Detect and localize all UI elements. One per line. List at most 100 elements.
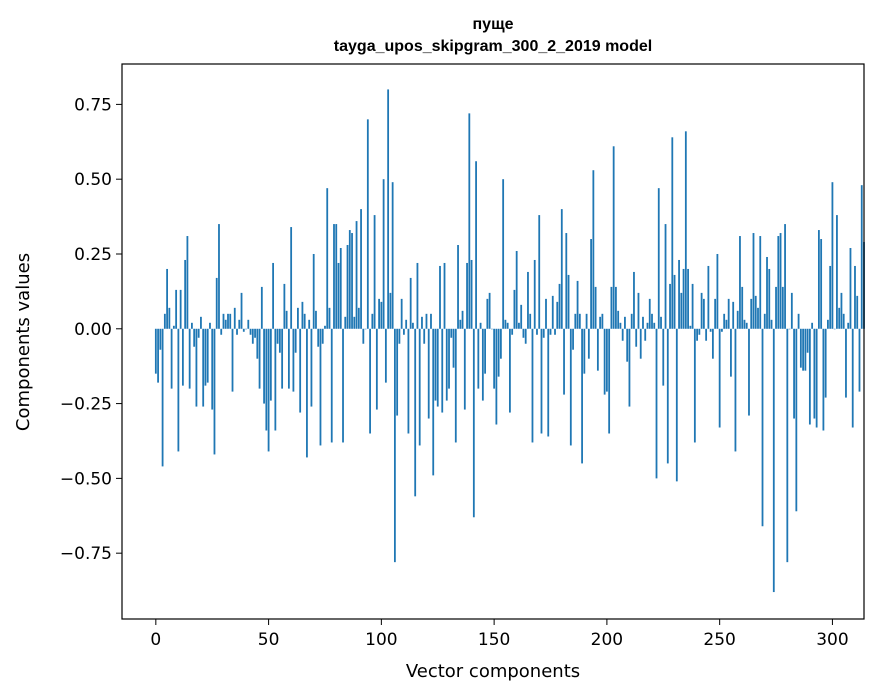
bar-229: [671, 137, 674, 329]
bar-93: [364, 328, 367, 330]
bar-302: [836, 215, 838, 329]
bar-303: [838, 307, 841, 329]
bar-138: [466, 262, 468, 329]
bar-239: [693, 328, 696, 443]
bar-221: [653, 322, 656, 329]
bar-256: [732, 301, 735, 329]
bar-186: [574, 313, 577, 329]
bar-244: [705, 328, 708, 341]
bar-232: [678, 259, 680, 329]
bar-83: [342, 328, 344, 443]
bar-184: [569, 328, 572, 446]
bar-183: [567, 274, 570, 329]
bar-148: [488, 292, 491, 329]
bar-219: [648, 298, 651, 329]
bar-40: [245, 328, 247, 330]
bar-120: [425, 313, 428, 329]
bar-125: [436, 328, 439, 407]
bar-31: [224, 319, 227, 329]
x-tick-label: 300: [816, 630, 848, 650]
bar-21: [202, 328, 205, 407]
bar-48: [263, 328, 265, 404]
bar-82: [339, 248, 342, 329]
bar-49: [265, 328, 268, 431]
bar-23: [206, 328, 209, 383]
bar-110: [403, 328, 405, 335]
bar-130: [448, 328, 450, 389]
bar-215: [639, 328, 642, 359]
bar-275: [775, 286, 777, 329]
bar-38: [240, 292, 243, 329]
bar-151: [495, 328, 498, 425]
bar-162: [520, 304, 523, 329]
bar-47: [260, 286, 263, 329]
bar-304: [840, 292, 843, 329]
bar-241: [698, 328, 701, 335]
bar-216: [642, 316, 644, 329]
bar-102: [384, 328, 387, 383]
x-tick-label: 50: [258, 630, 280, 650]
bar-123: [432, 328, 435, 476]
bar-37: [238, 319, 241, 329]
bar-90: [357, 307, 360, 329]
bar-139: [468, 113, 471, 329]
bar-7: [170, 328, 173, 389]
bar-94: [366, 119, 369, 329]
bar-272: [768, 268, 771, 329]
bar-237: [689, 325, 692, 329]
bar-250: [718, 328, 721, 428]
bar-61: [292, 328, 295, 392]
bar-171: [540, 328, 543, 434]
bar-4: [163, 313, 166, 329]
x-tick-label: 200: [591, 630, 623, 650]
bar-133: [454, 328, 457, 443]
bar-310: [854, 265, 856, 329]
y-tick-label: 0.50: [74, 170, 112, 190]
bar-166: [529, 313, 532, 329]
bar-106: [393, 328, 396, 563]
bar-121: [427, 328, 430, 419]
bar-72: [317, 328, 320, 347]
bar-1: [157, 328, 159, 383]
bar-198: [601, 313, 604, 329]
bar-0: [154, 328, 157, 374]
bar-113: [409, 277, 412, 329]
bar-281: [788, 328, 791, 330]
bar-285: [797, 313, 800, 329]
bar-167: [531, 328, 534, 443]
bars-group: [154, 89, 865, 593]
bar-70: [312, 253, 315, 329]
bar-39: [242, 328, 245, 332]
bar-22: [204, 328, 207, 386]
bar-292: [813, 328, 816, 419]
bar-52: [272, 262, 274, 329]
bar-42: [249, 328, 252, 335]
bar-29: [220, 328, 223, 335]
bar-192: [587, 328, 590, 359]
bar-36: [236, 328, 238, 335]
bar-301: [833, 328, 836, 330]
bar-169: [536, 328, 538, 335]
y-axis-ticks: 0.75 0.50 0.25 0.00 −0.25 −0.50 −0.75: [60, 95, 122, 564]
bar-112: [407, 328, 410, 434]
bar-135: [459, 319, 462, 329]
bar-56: [281, 328, 284, 389]
bar-218: [646, 322, 649, 329]
bar-11: [179, 289, 182, 329]
bar-189: [581, 328, 583, 464]
bar-117: [418, 328, 421, 446]
bar-253: [725, 319, 728, 329]
bar-25: [211, 328, 214, 410]
bar-288: [804, 328, 807, 371]
bar-163: [522, 328, 525, 338]
bar-269: [761, 328, 764, 527]
bar-137: [463, 328, 466, 410]
bar-246: [709, 328, 712, 332]
bar-59: [287, 328, 290, 389]
bar-264: [750, 298, 753, 329]
chart-title-line1: пуще: [473, 16, 514, 33]
bar-20: [200, 316, 202, 329]
bar-313: [860, 185, 863, 329]
